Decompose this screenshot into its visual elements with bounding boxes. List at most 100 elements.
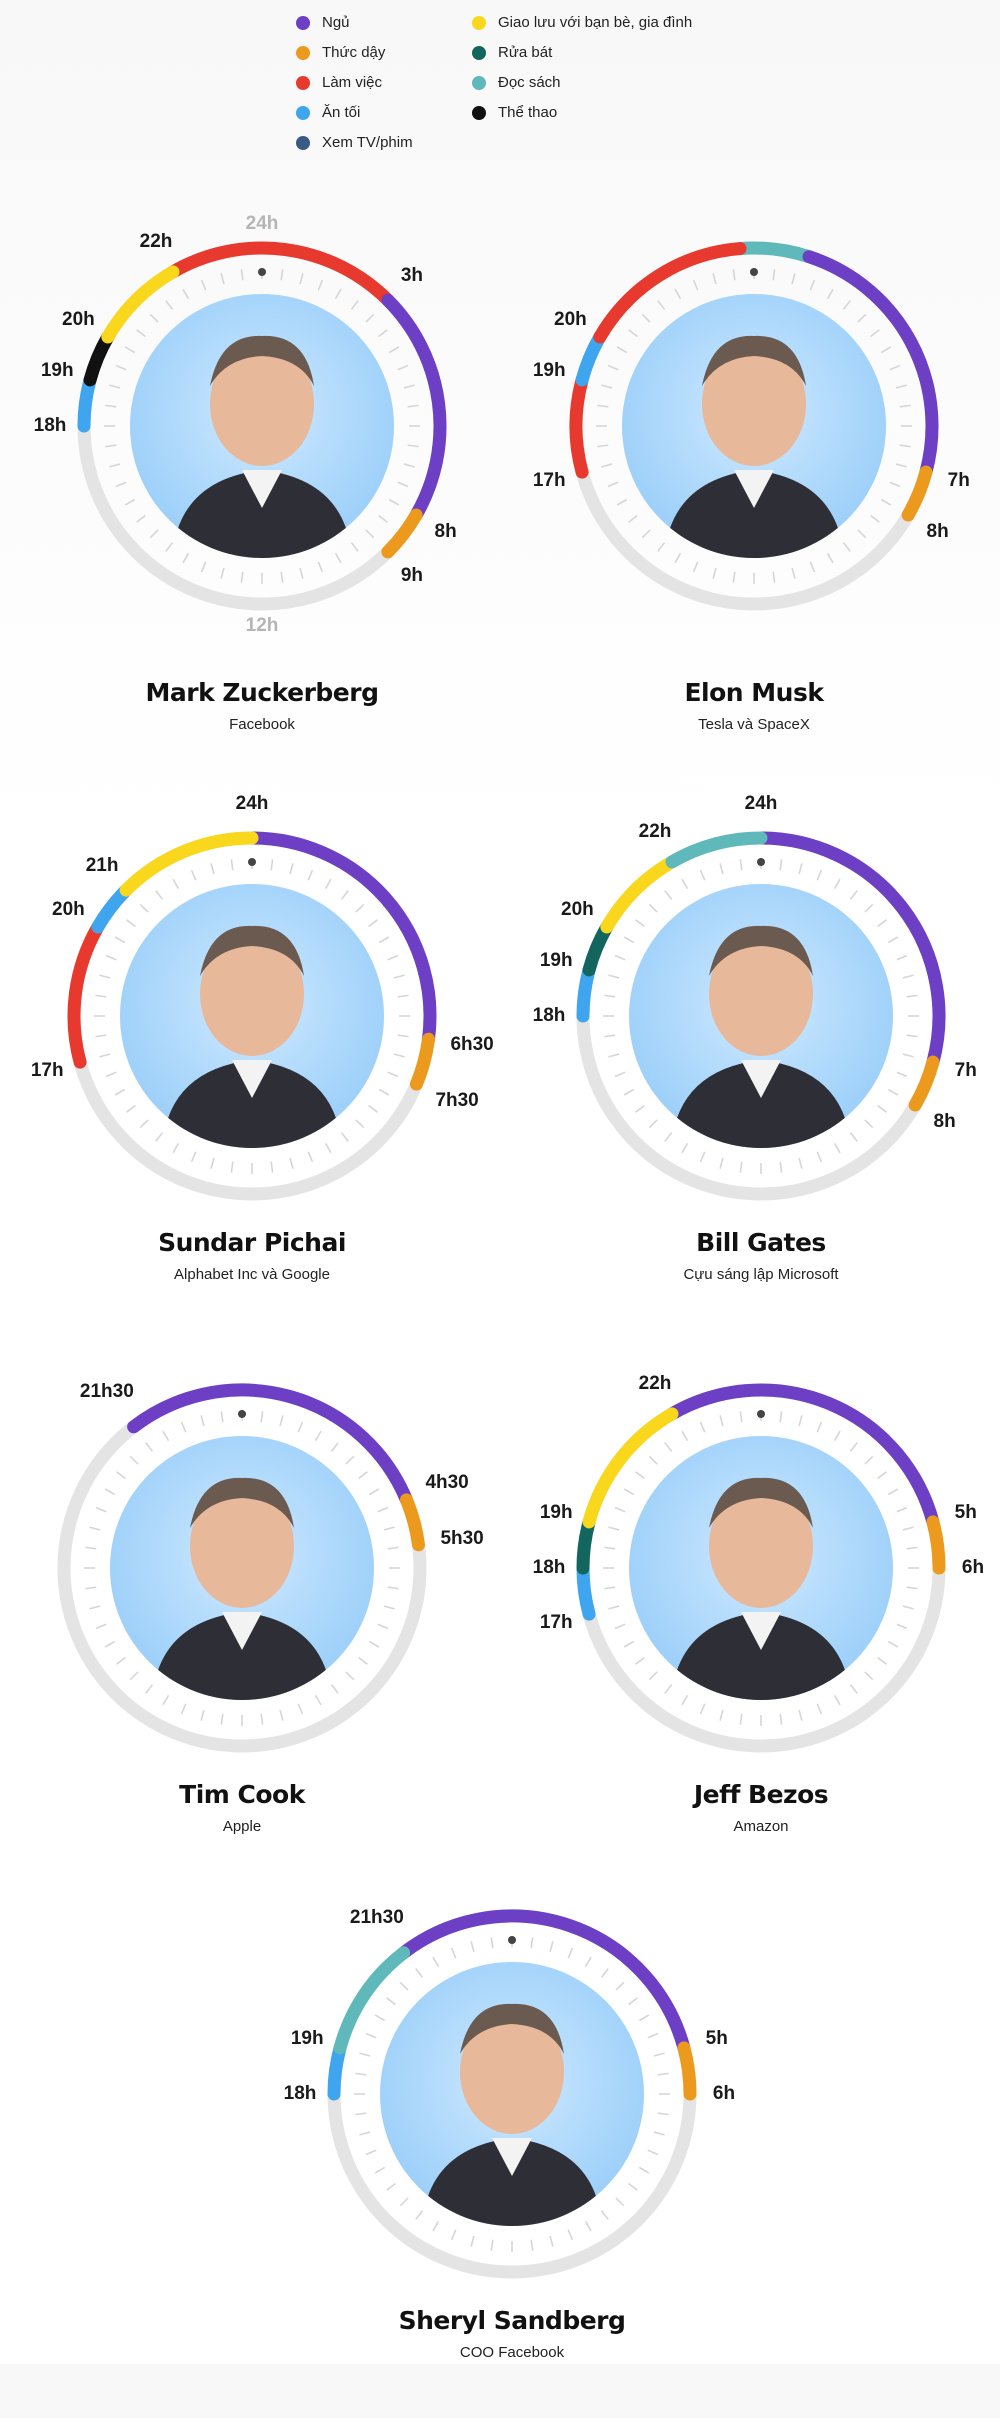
- dial-tick: [648, 1671, 658, 1681]
- dial-tick: [280, 269, 284, 281]
- dial-tick: [647, 2032, 659, 2039]
- dial-tick: [614, 1623, 626, 1630]
- dial-tick: [299, 567, 304, 579]
- time-label: 4h30: [425, 1472, 469, 1494]
- dial-tick: [798, 1709, 803, 1721]
- dial-tick: [615, 1981, 625, 1991]
- person-card-mark-zuckerberg: Mark Zuckerberg Facebook 24h 12h 3h 8h 9h 18h…: [34, 210, 472, 750]
- dial-tick: [899, 444, 911, 448]
- dial-tick: [136, 329, 146, 338]
- time-label: 7h30: [435, 1089, 479, 1111]
- activity-segment: [908, 1055, 940, 1112]
- dial-tick: [791, 273, 796, 285]
- dial-tick: [880, 346, 892, 354]
- person-card-sheryl-sandberg: Sheryl Sandberg COO Facebook 21h30 5h 6h 18…: [284, 1878, 735, 2418]
- avatar: [120, 884, 384, 1148]
- dial-tick: [387, 1071, 399, 1078]
- activity-segment: [381, 293, 447, 522]
- dial-tick: [887, 1088, 899, 1096]
- activity-segment: [582, 920, 614, 977]
- dial-tick: [779, 1713, 783, 1725]
- dial-tick: [826, 288, 834, 300]
- dial-tick: [368, 919, 378, 928]
- dial-tick: [355, 1119, 365, 1129]
- dial-tick: [126, 919, 136, 928]
- time-label: 20h: [52, 899, 85, 920]
- person-name: Tim Cook: [179, 1780, 305, 1809]
- legend-dot-reading: [472, 75, 486, 90]
- dial-tick: [397, 994, 409, 998]
- activity-segment: [91, 883, 133, 934]
- activity-segment: [575, 330, 607, 387]
- dial-tick: [889, 364, 901, 371]
- dial-tick: [149, 313, 159, 323]
- activity-segment: [83, 330, 115, 387]
- dial-tick: [324, 878, 332, 890]
- dial-tick: [699, 1151, 706, 1163]
- time-label: 19h: [290, 2028, 324, 2050]
- dial-tick: [359, 2131, 371, 2136]
- dial-tick: [345, 1455, 355, 1465]
- dial-tick: [359, 2052, 371, 2057]
- dial-tick: [896, 1623, 908, 1630]
- dial-tick: [877, 1104, 887, 1113]
- dial-tick: [896, 1071, 908, 1078]
- dial-tick: [664, 890, 673, 900]
- dial-tick: [145, 1442, 154, 1452]
- dial-tick: [719, 1157, 724, 1169]
- dial-tick: [816, 1421, 823, 1433]
- dial-tick: [638, 2014, 650, 2022]
- dial-tick: [89, 1526, 101, 1531]
- dial-tick: [270, 859, 274, 871]
- dial-tick: [816, 1703, 823, 1715]
- legend-label-work: Làm việc: [322, 74, 383, 91]
- activity-segment: [166, 241, 395, 307]
- dial-tick: [628, 2182, 638, 2191]
- dial-tick: [607, 364, 619, 371]
- activity-segment: [327, 2041, 347, 2101]
- dial-tick: [220, 1411, 224, 1423]
- time-label: 22h: [139, 231, 173, 253]
- dial-tick: [842, 542, 851, 552]
- dial-tick: [877, 919, 887, 928]
- dial-tick: [864, 1671, 874, 1681]
- dial-tick: [906, 1546, 918, 1550]
- person-company: Cựu sáng lập Microsoft: [683, 1266, 839, 1283]
- dial-tick: [260, 1411, 264, 1423]
- dial-tick: [334, 288, 342, 300]
- person-silhouette-icon: [422, 2003, 602, 2226]
- time-label: 20h: [554, 309, 587, 330]
- avatar: [622, 294, 886, 558]
- dial-tick: [358, 1471, 368, 1480]
- person-card-sundar-pichai: Sundar Pichai Alphabet Inc và Google 24h…: [31, 793, 494, 1340]
- person-company: Facebook: [229, 716, 295, 733]
- person-company: Apple: [222, 1818, 262, 1835]
- dial-tick: [280, 571, 284, 583]
- dial-tick: [614, 1506, 626, 1513]
- dial-tick: [350, 300, 359, 310]
- dial-tick: [210, 863, 215, 875]
- person-card-tim-cook: Tim Cook Apple 21h30 4h30 5h30: [32, 1352, 484, 1892]
- dial-top-dot: [248, 858, 256, 866]
- clock-dial: [57, 1383, 427, 1753]
- time-label: 21h30: [79, 1380, 134, 1402]
- time-label: 18h: [532, 1557, 566, 1578]
- dial-tick: [270, 1161, 274, 1173]
- dial-tick: [638, 2166, 650, 2174]
- avatar: [110, 1436, 374, 1700]
- dial-tick: [230, 859, 234, 871]
- dial-tick: [172, 1142, 180, 1154]
- activity-segment: [600, 855, 679, 934]
- dial-top-dot: [757, 858, 765, 866]
- activity-segment: [245, 831, 437, 1046]
- dial-tick: [798, 1415, 803, 1427]
- dial-tick: [393, 974, 405, 979]
- dial-tick: [190, 869, 197, 881]
- dial-tick: [377, 1623, 389, 1630]
- time-label: 20h: [561, 899, 594, 920]
- person-company: COO Facebook: [459, 2344, 565, 2361]
- dial-tick: [648, 1119, 658, 1129]
- legend-label-tv: Xem TV/phim: [322, 134, 413, 151]
- dial-tick: [200, 1709, 205, 1721]
- dial-tick: [393, 1053, 405, 1058]
